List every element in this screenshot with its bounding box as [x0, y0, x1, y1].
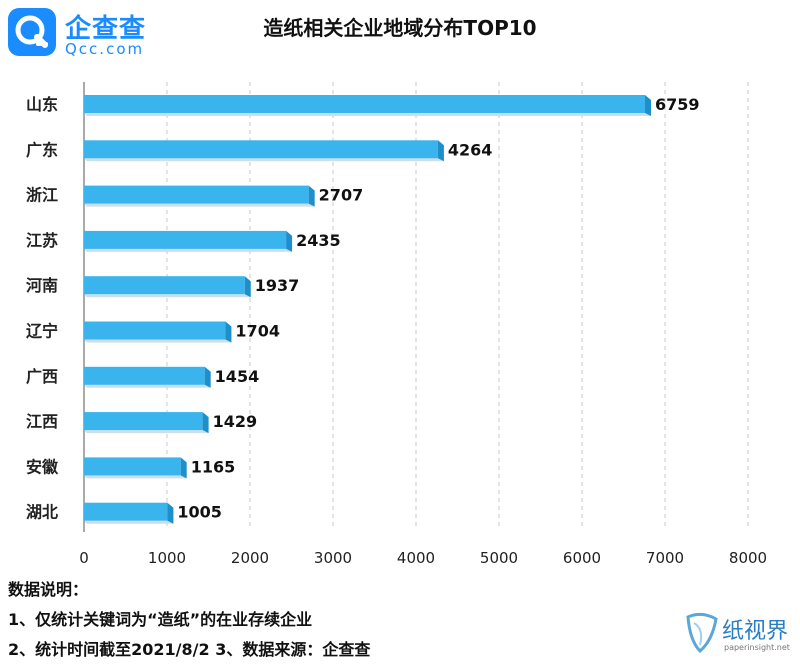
paperinsight-watermark: 纸视界 paperinsight.net — [682, 607, 792, 663]
bar — [84, 230, 287, 249]
category-label: 广西 — [26, 367, 58, 386]
bar — [84, 276, 245, 295]
bar-shadow — [84, 384, 211, 388]
value-label: 1937 — [255, 276, 300, 295]
bar-end-cap — [225, 321, 232, 343]
category-label: 湖北 — [26, 503, 58, 522]
bar-end-cap — [180, 457, 187, 479]
notes-line-1: 1、仅统计关键词为“造纸”的在业存续企业 — [8, 610, 313, 629]
value-label: 2707 — [319, 186, 364, 205]
value-label: 1005 — [177, 503, 222, 522]
bar-end-cap — [167, 502, 174, 524]
bar-end-cap — [308, 185, 315, 207]
notes-heading: 数据说明： — [8, 580, 89, 599]
bar-shadow — [84, 248, 293, 252]
bar-shadow — [84, 339, 232, 343]
x-tick-label: 4000 — [397, 549, 435, 567]
category-label: 浙江 — [26, 186, 58, 205]
value-label: 6759 — [655, 95, 700, 114]
category-label: 辽宁 — [26, 322, 58, 341]
category-label: 江苏 — [26, 231, 58, 250]
value-label: 2435 — [296, 231, 341, 250]
x-tick-label: 6000 — [563, 549, 601, 567]
value-label: 1704 — [235, 322, 280, 341]
paper-leaf-icon — [686, 612, 718, 654]
bar — [84, 185, 309, 204]
bar-end-cap — [644, 95, 651, 116]
bar-shadow — [84, 520, 174, 524]
category-label: 山东 — [26, 95, 58, 114]
bar — [84, 321, 226, 340]
data-notes: 数据说明： 1、仅统计关键词为“造纸”的在业存续企业 2、统计时间截至2021/… — [8, 575, 370, 665]
value-label: 1429 — [213, 412, 258, 431]
watermark-url: paperinsight.net — [724, 643, 790, 652]
category-label: 安徽 — [26, 457, 59, 476]
x-tick-label: 0 — [79, 549, 89, 567]
category-label: 河南 — [26, 276, 58, 295]
bar-end-cap — [204, 366, 211, 388]
watermark-text: 纸视界 — [722, 619, 789, 644]
category-label: 江西 — [26, 412, 58, 431]
value-label: 1165 — [191, 457, 236, 476]
bar-end-cap — [244, 276, 251, 298]
bar-end-cap — [437, 140, 444, 162]
magnifier-q-icon — [8, 8, 56, 56]
bar-end-cap — [202, 412, 209, 434]
bar-shadow — [84, 113, 651, 116]
bar-chart: 0 1000 2000 3000 4000 5000 6000 7000 8000 山东 6759 广… — [26, 82, 767, 567]
bar — [84, 366, 205, 385]
bar-shadow — [84, 158, 444, 162]
value-label: 1454 — [215, 367, 260, 386]
logo-domain: Qcc.com — [65, 40, 145, 58]
category-label: 广东 — [26, 140, 58, 159]
x-tick-label: 8000 — [729, 549, 767, 567]
qcc-logo: 企查查 Qcc.com — [8, 8, 158, 58]
x-tick-label: 5000 — [480, 549, 518, 567]
bar — [84, 140, 438, 159]
bar-shadow — [84, 475, 187, 479]
x-tick-label: 1000 — [148, 549, 186, 567]
bar-shadow — [84, 430, 209, 434]
x-tick-label: 3000 — [314, 549, 352, 567]
bar — [84, 412, 203, 431]
bar — [84, 457, 181, 476]
notes-line-2: 2、统计时间截至2021/8/2 3、数据来源：企查查 — [8, 640, 371, 659]
bar-end-cap — [286, 230, 293, 252]
x-tick-label: 7000 — [646, 549, 684, 567]
bar — [84, 502, 168, 521]
bar-shadow — [84, 294, 251, 298]
bar — [84, 95, 645, 113]
value-label: 4264 — [448, 140, 493, 159]
bar-shadow — [84, 203, 315, 207]
chart-title: 造纸相关企业地域分布TOP10 — [263, 16, 537, 40]
x-tick-label: 2000 — [231, 549, 269, 567]
logo-name: 企查查 — [65, 14, 147, 44]
